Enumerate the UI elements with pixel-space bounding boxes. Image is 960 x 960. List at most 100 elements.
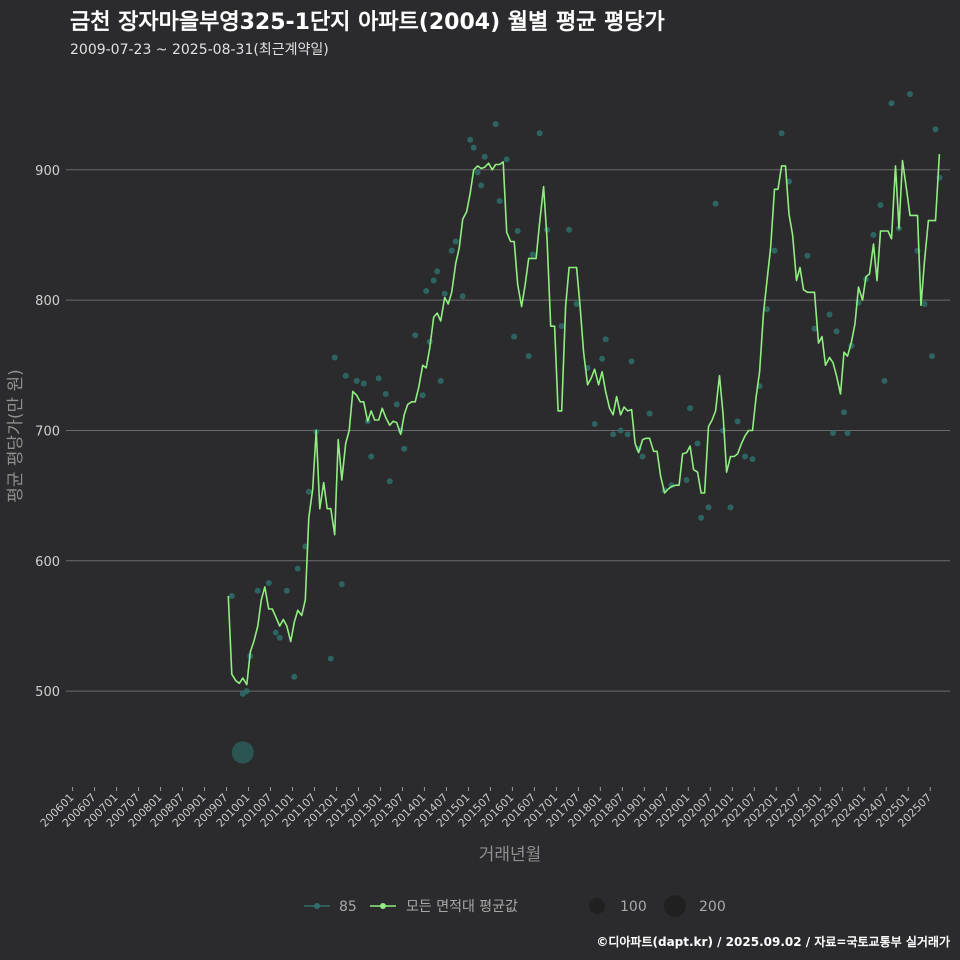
x-tick-labels: 2006012006072007012007072008012008072009… — [38, 787, 934, 830]
point-85 — [712, 200, 719, 207]
source-caption: ©디아파트(dapt.kr) / 2025.09.02 / 자료=국토교통부 실… — [596, 935, 950, 949]
point-85 — [294, 565, 301, 572]
legend-average-dot — [380, 903, 386, 909]
point-85 — [646, 410, 653, 417]
point-85 — [921, 301, 928, 308]
point-85 — [826, 311, 833, 318]
point-85 — [441, 290, 448, 297]
point-85 — [283, 587, 290, 594]
point-85 — [591, 420, 598, 427]
point-85 — [529, 251, 536, 258]
point-85 — [742, 453, 749, 460]
legend-size-200-label: 200 — [699, 899, 726, 915]
point-85 — [698, 514, 705, 521]
point-85 — [844, 430, 851, 437]
point-85 — [628, 358, 635, 365]
point-85 — [437, 377, 444, 384]
point-85 — [452, 238, 459, 245]
legend-85-dot — [314, 903, 320, 909]
point-85 — [375, 375, 382, 382]
grid-lines — [66, 169, 950, 692]
point-85 — [833, 328, 840, 335]
point-85 — [599, 355, 606, 362]
y-tick-labels: 500 600 700 800 900 — [35, 164, 60, 700]
point-85 — [881, 377, 888, 384]
point-85 — [481, 153, 488, 160]
point-85 — [291, 673, 298, 680]
series-line-average — [227, 154, 941, 686]
point-85 — [412, 332, 419, 339]
point-85 — [474, 169, 481, 176]
point-85 — [566, 226, 573, 233]
legend-size-200-dot — [664, 895, 686, 917]
point-85 — [496, 198, 503, 205]
point-85 — [525, 353, 532, 360]
point-85 — [448, 247, 455, 254]
point-85 — [327, 655, 334, 662]
point-85 — [254, 587, 261, 594]
point-85 — [617, 427, 624, 434]
point-85-large — [231, 741, 254, 764]
point-85 — [393, 401, 400, 408]
point-85 — [386, 478, 393, 485]
point-85 — [511, 333, 518, 340]
point-85 — [720, 427, 727, 434]
point-85 — [683, 476, 690, 483]
point-85 — [360, 380, 367, 387]
point-85 — [459, 293, 466, 300]
point-85 — [514, 228, 521, 235]
point-85 — [419, 392, 426, 399]
point-85 — [305, 488, 312, 495]
legend-size-100-label: 100 — [620, 899, 647, 915]
point-85 — [536, 130, 543, 137]
point-85 — [478, 182, 485, 189]
point-85 — [342, 372, 349, 379]
legend-average-label: 모든 면적대 평균값 — [406, 899, 518, 915]
point-85 — [624, 431, 631, 438]
point-85 — [830, 430, 837, 437]
y-tick-label: 900 — [35, 164, 60, 179]
point-85 — [492, 121, 499, 128]
chart-title: 금천 장자마을부영325-1단지 아파트(2004) 월별 평균 평당가 — [70, 10, 665, 35]
point-85 — [353, 377, 360, 384]
point-85 — [771, 247, 778, 254]
point-85 — [265, 579, 272, 586]
point-85 — [276, 634, 283, 641]
y-tick-label: 700 — [35, 424, 60, 439]
point-85 — [430, 277, 437, 284]
x-axis-title: 거래년월 — [479, 845, 542, 865]
point-85 — [573, 301, 580, 308]
chart-subtitle: 2009-07-23 ~ 2025-08-31(최근계약일) — [70, 42, 329, 58]
point-85 — [928, 353, 935, 360]
point-85 — [423, 287, 430, 294]
point-85 — [749, 456, 756, 463]
point-85 — [727, 504, 734, 511]
point-85 — [503, 156, 510, 163]
point-85 — [687, 405, 694, 412]
point-85 — [804, 252, 811, 259]
point-85 — [368, 453, 375, 460]
point-85 — [467, 136, 474, 143]
point-85 — [811, 325, 818, 332]
point-85 — [877, 201, 884, 208]
point-85 — [764, 306, 771, 313]
point-85 — [705, 504, 712, 511]
point-85 — [272, 629, 279, 636]
point-85 — [906, 91, 913, 98]
point-85 — [434, 268, 441, 275]
point-85 — [602, 336, 609, 343]
point-85 — [870, 231, 877, 238]
point-85 — [401, 445, 408, 452]
point-85 — [243, 688, 250, 695]
point-85 — [932, 126, 939, 133]
point-85 — [228, 592, 235, 599]
point-85 — [338, 581, 345, 588]
point-85 — [331, 354, 338, 361]
legend: 85 모든 면적대 평균값 100 200 — [304, 895, 726, 917]
legend-85-label: 85 — [339, 899, 357, 915]
point-85 — [694, 440, 701, 447]
y-tick-label: 800 — [35, 294, 60, 309]
legend-size-100-dot — [589, 898, 605, 914]
point-85 — [470, 144, 477, 151]
